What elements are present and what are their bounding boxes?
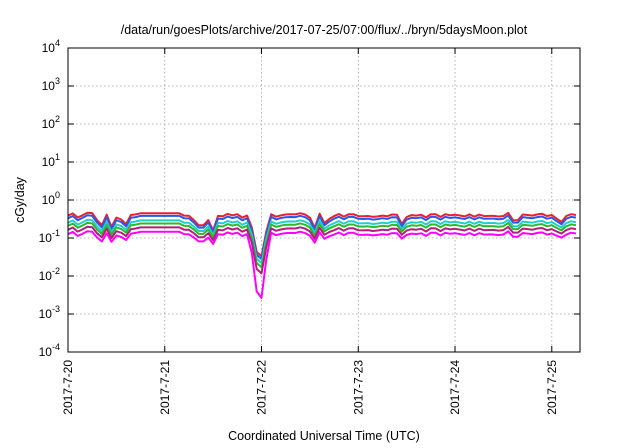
y-tick-label: 10-1 <box>39 228 60 245</box>
chart-title: /data/run/goesPlots/archive/2017-07-25/0… <box>121 23 528 37</box>
y-tick-label: 100 <box>42 190 60 207</box>
x-tick-label: 2017-7-25 <box>545 360 559 415</box>
y-tick-label: 10-2 <box>39 266 60 283</box>
y-tick-label: 102 <box>42 114 60 131</box>
x-tick-label: 2017-7-23 <box>351 360 365 415</box>
series-group <box>67 211 577 299</box>
x-tick-label: 2017-7-22 <box>255 360 269 415</box>
series-line <box>67 221 577 269</box>
series-line <box>67 214 577 260</box>
y-tick-label: 104 <box>42 38 60 55</box>
y-axis-label: cGy/day <box>13 176 27 223</box>
series-line <box>67 211 577 258</box>
grid <box>68 48 580 352</box>
series-line <box>67 218 577 264</box>
x-tick-label: 2017-7-21 <box>158 360 172 415</box>
x-tick-label: 2017-7-24 <box>448 360 462 415</box>
x-tick-label: 2017-7-20 <box>61 360 75 415</box>
series-line <box>67 225 577 275</box>
y-tick-label: 101 <box>42 152 60 169</box>
ticks: 10-4 10-3 10-2 10-1 100 101 102 103 104 2017-7-20… <box>39 38 580 415</box>
series-line <box>67 230 577 299</box>
x-axis-label: Coordinated Universal Time (UTC) <box>228 429 420 443</box>
y-tick-label: 103 <box>42 76 60 93</box>
y-tick-label: 10-4 <box>39 342 60 359</box>
y-tick-label: 10-3 <box>39 304 60 321</box>
